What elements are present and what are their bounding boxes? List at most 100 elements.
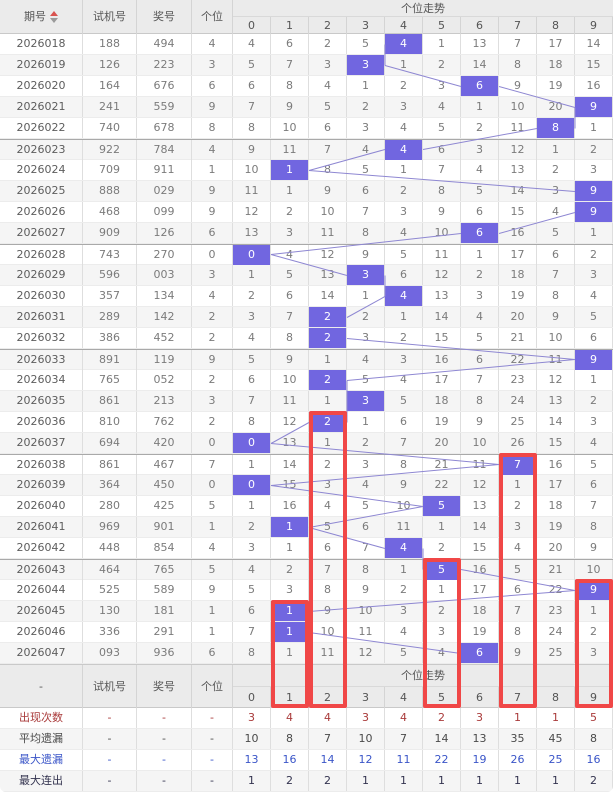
sort-icon[interactable] <box>50 11 58 23</box>
trend-cell: 1 <box>423 580 461 600</box>
trend-cell: 11 <box>309 223 347 243</box>
summary-value-cell: 1 <box>385 771 423 791</box>
header-issue-label: 期号 <box>24 10 46 23</box>
prize-number-cell: 126 <box>137 223 192 243</box>
trend-cell: 9 <box>423 202 461 222</box>
prize-number-cell: 099 <box>137 202 192 222</box>
trend-cell: 1 <box>309 391 347 411</box>
trend-cell: 3 <box>347 118 385 138</box>
test-number-cell: 126 <box>83 55 137 75</box>
trend-cell: 15 <box>461 538 499 558</box>
trend-cell: 3 <box>461 286 499 306</box>
trend-cell: 12 <box>461 475 499 495</box>
trend-cell: 5 <box>385 643 423 663</box>
trend-cell: 10 <box>461 433 499 453</box>
trend-cell: 11 <box>271 391 309 411</box>
trend-cell: 10 <box>233 160 271 180</box>
unit-number-cell: 4 <box>192 538 233 558</box>
trend-cell: 24 <box>499 391 537 411</box>
trend-cell: 4 <box>233 560 271 580</box>
unit-number-cell: 8 <box>192 118 233 138</box>
repeat-header-digit-2: 2 <box>309 687 347 709</box>
trend-cell: 7 <box>575 496 613 516</box>
trend-hit-cell: 9 <box>575 202 613 222</box>
trend-cell: 21 <box>499 328 537 348</box>
summary-value-cell: 10 <box>347 729 385 749</box>
issue-cell: 2026044 <box>0 580 83 600</box>
trend-cell: 3 <box>575 643 613 663</box>
test-number-cell: 861 <box>83 455 137 475</box>
issue-cell: 2026039 <box>0 475 83 495</box>
header-digit-2: 2 <box>309 17 347 34</box>
header-digit-1: 1 <box>271 17 309 34</box>
header-trend-title: 个位走势 <box>233 0 613 17</box>
trend-cell: 13 <box>309 265 347 285</box>
unit-number-cell: 0 <box>192 475 233 495</box>
unit-number-cell: 6 <box>192 643 233 663</box>
trend-cell: 9 <box>347 580 385 600</box>
trend-cell: 6 <box>385 412 423 432</box>
prize-number-cell: 003 <box>137 265 192 285</box>
test-number-cell: 909 <box>83 223 137 243</box>
trend-cell: 1 <box>233 455 271 475</box>
trend-cell: 7 <box>499 601 537 621</box>
test-number-cell: 448 <box>83 538 137 558</box>
trend-cell: 2 <box>309 34 347 54</box>
prize-number-cell: 589 <box>137 580 192 600</box>
unit-number-cell: 1 <box>192 622 233 642</box>
trend-cell: 5 <box>233 350 271 370</box>
trend-cell: 1 <box>233 265 271 285</box>
prize-number-cell: 678 <box>137 118 192 138</box>
trend-cell: 2 <box>233 286 271 306</box>
trend-cell: 8 <box>499 622 537 642</box>
trend-cell: 15 <box>271 475 309 495</box>
trend-cell: 5 <box>575 307 613 327</box>
summary-dash-cell: - <box>83 708 137 728</box>
trend-cell: 6 <box>233 76 271 96</box>
trend-cell: 4 <box>309 496 347 516</box>
trend-cell: 10 <box>499 97 537 117</box>
summary-value-cell: 14 <box>423 729 461 749</box>
trend-cell: 5 <box>347 496 385 516</box>
trend-cell: 20 <box>499 307 537 327</box>
summary-row: 最大连出 - - -1 2 2 1 1 1 1 1 1 2 <box>0 771 613 792</box>
trend-cell: 6 <box>347 181 385 201</box>
repeat-header-digit-3: 3 <box>347 687 385 709</box>
repeat-header-digit-1: 1 <box>271 687 309 709</box>
prize-number-cell: 559 <box>137 97 192 117</box>
trend-cell: 2 <box>385 76 423 96</box>
trend-cell: 15 <box>537 433 575 453</box>
trend-cell: 1 <box>309 433 347 453</box>
summary-value-cell: 1 <box>499 771 537 791</box>
trend-cell: 17 <box>423 370 461 390</box>
issue-cell: 2026043 <box>0 560 83 580</box>
trend-cell: 7 <box>271 55 309 75</box>
trend-cell: 10 <box>347 601 385 621</box>
trend-cell: 2 <box>347 97 385 117</box>
trend-cell: 2 <box>575 391 613 411</box>
trend-cell: 9 <box>499 76 537 96</box>
issue-cell: 2026029 <box>0 265 83 285</box>
trend-cell: 7 <box>347 202 385 222</box>
test-number-cell: 969 <box>83 517 137 537</box>
test-number-cell: 810 <box>83 412 137 432</box>
header-issue[interactable]: 期号 <box>0 0 83 34</box>
trend-cell: 10 <box>385 496 423 516</box>
trend-cell: 11 <box>233 181 271 201</box>
trend-cell: 9 <box>499 643 537 663</box>
test-number-cell: 765 <box>83 370 137 390</box>
trend-cell: 12 <box>537 370 575 390</box>
trend-hit-cell: 9 <box>575 181 613 201</box>
issue-cell: 2026023 <box>0 140 83 160</box>
unit-number-cell: 9 <box>192 181 233 201</box>
test-number-cell: 861 <box>83 391 137 411</box>
trend-cell: 19 <box>423 412 461 432</box>
summary-value-cell: 13 <box>461 729 499 749</box>
summary-dash-cell: - <box>137 771 192 791</box>
trend-cell: 7 <box>423 160 461 180</box>
trend-cell: 8 <box>309 160 347 180</box>
trend-cell: 7 <box>233 622 271 642</box>
trend-cell: 8 <box>461 391 499 411</box>
summary-value-cell: 3 <box>347 708 385 728</box>
repeat-header-digit-4: 4 <box>385 687 423 709</box>
